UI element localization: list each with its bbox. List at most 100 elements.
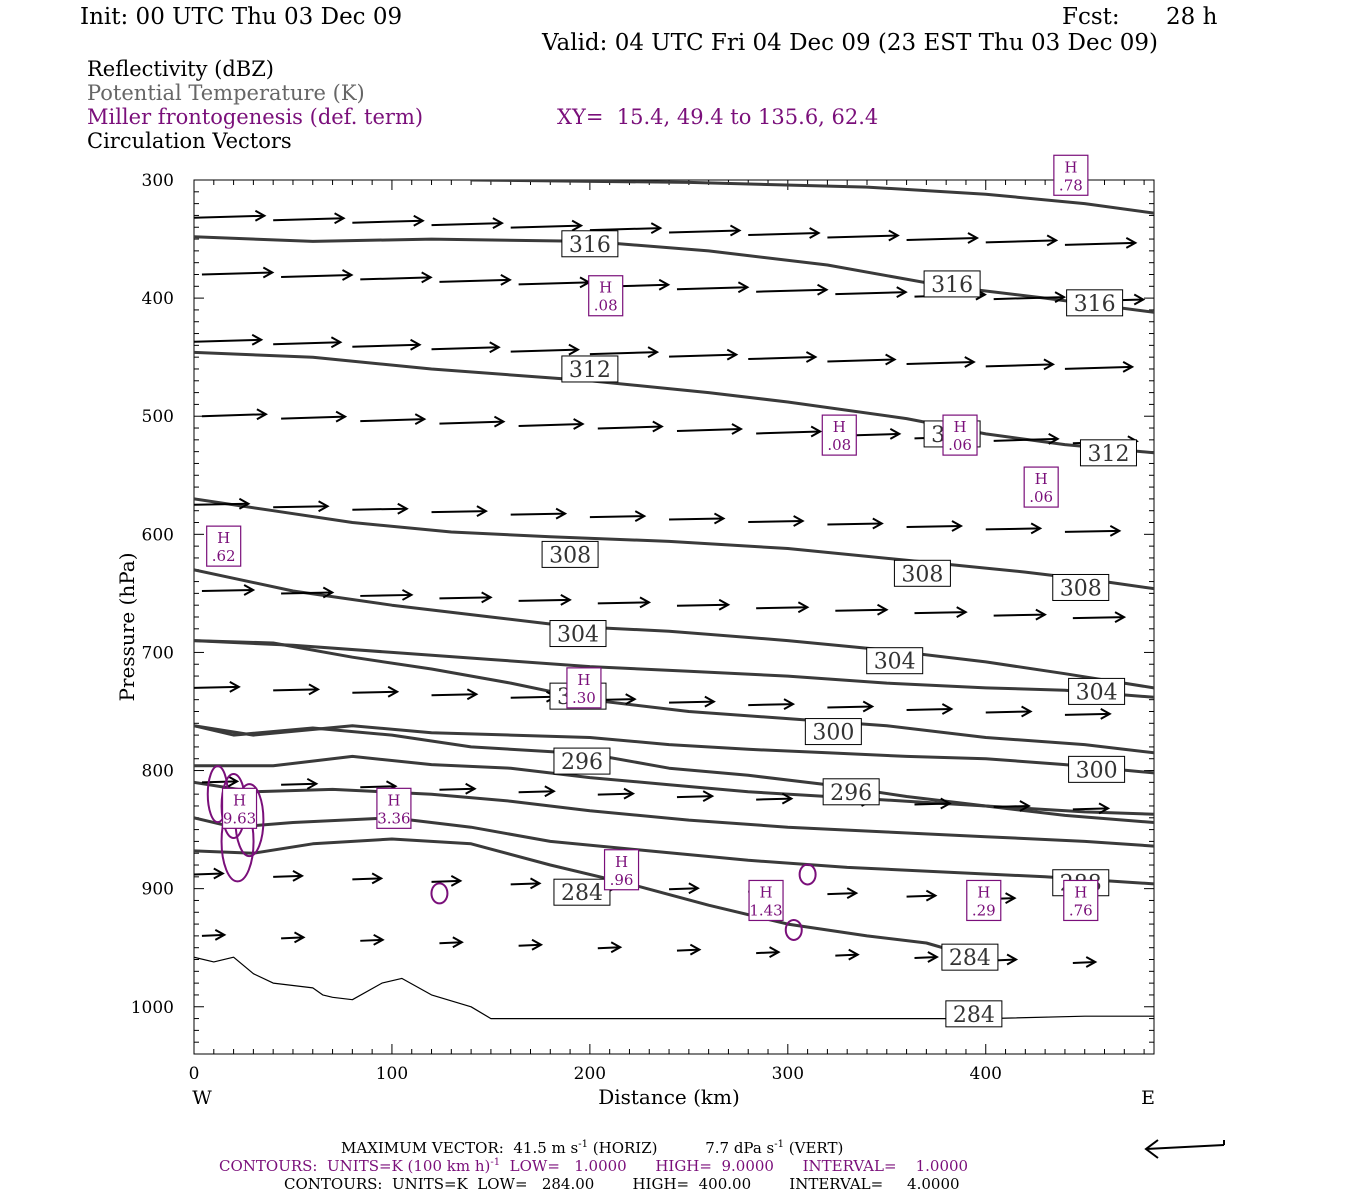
frontogenesis-max-letter: H: [615, 853, 628, 871]
circulation-vector: [993, 296, 1065, 301]
circulation-vector: [669, 517, 724, 521]
circulation-vector: [273, 874, 303, 878]
circulation-vector: [985, 363, 1053, 368]
frontogenesis-max-letter: H: [1064, 158, 1077, 176]
frontogenesis-max-box: [1053, 154, 1089, 196]
frontogenesis-max-box: [206, 525, 242, 567]
circulation-vector: [676, 427, 742, 432]
circulation-vector-head: [927, 951, 939, 963]
circulation-vector: [827, 705, 873, 709]
circulation-vector-head: [1122, 361, 1135, 373]
circulation-vector-head: [262, 266, 275, 279]
x-tick-label: 200: [574, 1064, 606, 1084]
circulation-vector-head: [781, 792, 794, 805]
frontogenesis-max-box: [566, 667, 602, 709]
circulation-vector: [201, 780, 238, 784]
circulation-vector-head: [610, 941, 623, 954]
circulation-vector-head: [318, 500, 330, 513]
y-tick-label: 400: [142, 289, 174, 309]
circulation-vector-head: [951, 520, 964, 532]
circulation-vector: [510, 224, 582, 229]
frontogenesis-max-box: [376, 787, 412, 829]
frontogenesis-max-box: [966, 879, 1002, 922]
circulation-vector-head: [544, 785, 556, 798]
contours-black-line: CONTOURS: UNITS=K LOW= 284.00 HIGH= 400.…: [284, 1175, 960, 1193]
circulation-vector-head: [810, 425, 823, 438]
circulation-vector-head: [964, 356, 976, 368]
circulation-vector: [431, 222, 502, 227]
circulation-vector-head: [492, 217, 504, 230]
circulation-vector-head: [652, 420, 664, 433]
circulation-vector-head: [397, 502, 409, 515]
frontogenesis-max-box: [588, 275, 624, 317]
circulation-vector: [748, 232, 819, 237]
circulation-vector: [1064, 712, 1110, 716]
circulation-vector-head: [623, 787, 636, 800]
x-tick-label: 0: [189, 1064, 200, 1084]
circulation-vector-head: [330, 336, 343, 349]
theta-label: 304: [557, 623, 599, 648]
frontogenesis-max-box: [821, 414, 857, 456]
circulation-vector: [597, 792, 634, 796]
frontogenesis-contour: [798, 863, 817, 886]
max-vector-horiz-exponent: -1: [578, 1139, 588, 1150]
circulation-vector-head: [941, 703, 954, 715]
circulation-vector: [281, 936, 304, 940]
circulation-vector: [835, 953, 858, 957]
circulation-vector-head: [481, 591, 493, 604]
circulation-vector-head: [213, 867, 225, 880]
theta-label-box: [1066, 289, 1124, 317]
circulation-vector: [352, 690, 398, 694]
circulation-vector-head: [729, 224, 742, 237]
circulation-vector: [985, 527, 1041, 531]
frontogenesis-max-value: .78: [1059, 176, 1083, 194]
circulation-vector: [439, 420, 504, 425]
legend-circulation-vectors: Circulation Vectors: [87, 129, 292, 153]
theta-contour-308b: [194, 497, 1154, 591]
circulation-vector: [1064, 529, 1120, 533]
circulation-vector: [589, 351, 658, 356]
circulation-vector-head: [809, 227, 821, 239]
circulation-vector-head: [322, 586, 335, 599]
max-vector-vert: 7.7 dPa s: [705, 1139, 775, 1157]
frontogenesis-max-box: [1063, 879, 1099, 922]
circulation-vector: [273, 217, 344, 222]
frontogenesis-max-letter: H: [217, 529, 230, 547]
circulation-vector-head: [726, 348, 739, 361]
circulation-vector: [431, 879, 461, 883]
circulation-vector-head: [1114, 611, 1127, 623]
theta-contour-312: [194, 350, 1154, 455]
circulation-vector-head: [334, 212, 346, 225]
circulation-vector-head: [410, 338, 422, 351]
circulation-vector-head: [925, 889, 938, 902]
forecast-label: Fcst:: [1062, 4, 1120, 30]
circulation-vector-head: [227, 775, 240, 788]
frontogenesis-max-letter: H: [233, 791, 246, 809]
circulation-vector-head: [1006, 953, 1019, 966]
circulation-vector: [360, 785, 396, 789]
circulation-vector: [273, 688, 318, 692]
circulation-vector: [518, 943, 542, 947]
circulation-vector: [194, 338, 262, 343]
circulation-vector: [439, 596, 491, 600]
circulation-vector: [748, 356, 816, 361]
circulation-vector: [597, 425, 662, 430]
contours-purple-units: CONTOURS: UNITS=K (100 km h): [219, 1157, 491, 1175]
circulation-vector: [510, 348, 578, 353]
frontogenesis-max-box: [221, 787, 258, 829]
circulation-vector: [669, 353, 737, 358]
circulation-vector: [352, 877, 382, 881]
theta-label: 284: [561, 881, 603, 906]
circulation-vector-head: [967, 232, 980, 244]
circulation-vector: [281, 273, 352, 278]
circulation-vector: [360, 938, 383, 942]
circulation-vector: [281, 782, 317, 786]
circulation-vector-head: [718, 598, 731, 611]
circulation-vector: [360, 276, 431, 281]
theta-label-box: [941, 943, 999, 971]
circulation-vector-head: [421, 271, 433, 284]
circulation-vector: [676, 286, 748, 291]
theta-label: 316: [1074, 292, 1116, 317]
frontogenesis-max-value: .96: [610, 871, 634, 889]
